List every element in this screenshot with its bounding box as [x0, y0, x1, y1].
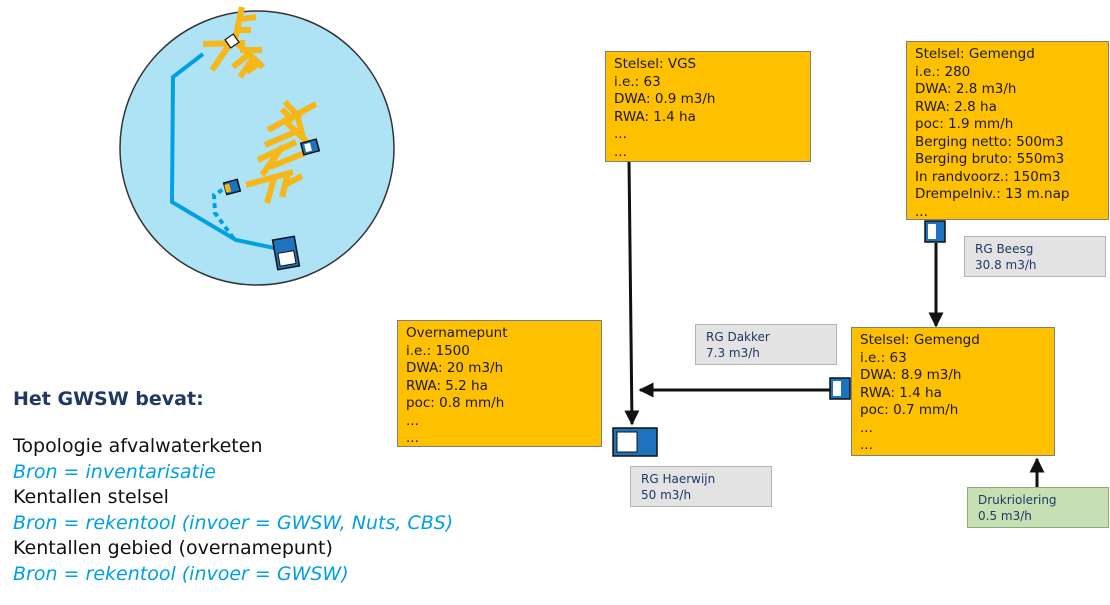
- branch-network-middle: [245, 99, 318, 204]
- stelsel-gemengd-top-box: Stelsel: Gemengd i.e.: 280 DWA: 2.8 m3/h…: [906, 41, 1109, 220]
- legend-item: Topologie afvalwaterketen: [13, 435, 263, 457]
- sewer-map-illustration: [119, 6, 395, 286]
- stelsel-vgs-box: Stelsel: VGS i.e.: 63 DWA: 0.9 m3/h RWA:…: [605, 51, 811, 162]
- gemaal-haerwijn-box: RG Haerwijn 50 m3/h: [630, 466, 772, 507]
- drukriolering-box: Drukriolering 0.5 m3/h: [967, 487, 1109, 528]
- area-circle: [119, 10, 395, 286]
- legend-title: Het GWSW bevat:: [13, 388, 204, 410]
- legend-item: Kentallen stelsel: [13, 486, 169, 508]
- stelsel-gemengd-right-box: Stelsel: Gemengd i.e.: 63 DWA: 8.9 m3/h …: [851, 327, 1055, 456]
- branch-network-upper: [202, 6, 266, 79]
- overnamepunt-box: Overnamepunt i.e.: 1500 DWA: 20 m3/h RWA…: [397, 320, 602, 447]
- arrow-vgs-to-haerwijn: [624, 159, 640, 426]
- gemaal-dakker-box: RG Dakker 7.3 m3/h: [695, 324, 837, 365]
- pump-small-icon: [224, 33, 240, 49]
- legend-source: Bron = inventarisatie: [13, 460, 216, 483]
- legend-item: Kentallen gebied (overnamepunt): [13, 537, 333, 559]
- legend: Het GWSW bevat: Topologie afvalwaterkete…: [13, 388, 453, 587]
- legend-source: Bron = rekentool (invoer = GWSW): [13, 562, 349, 585]
- pump-symbols: [612, 220, 946, 457]
- legend-source: Bron = rekentool (invoer = GWSW, Nuts, C…: [13, 511, 454, 534]
- gemaal-beesg-box: RG Beesg 30.8 m3/h: [964, 236, 1106, 277]
- flow-arrows: [624, 159, 1045, 488]
